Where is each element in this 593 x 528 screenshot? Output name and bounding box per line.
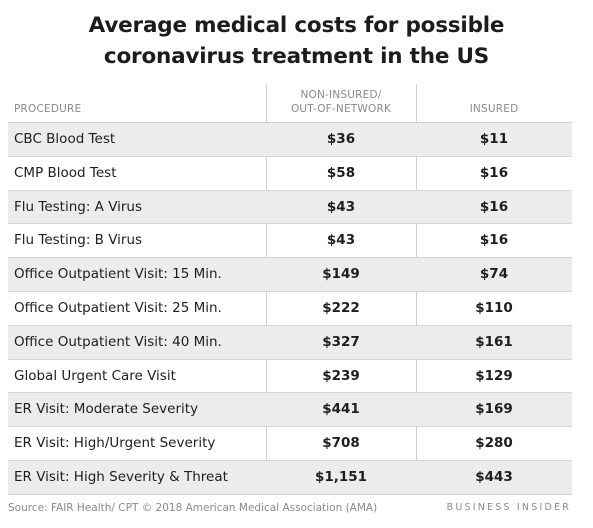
header-insured: INSURED — [469, 103, 519, 115]
table-body: CBC Blood Test $36 $11 CMP Blood Test $58 $16… — [8, 123, 572, 495]
cost-table: PROCEDURE NON-INSURED/ OUT-OF-NETWORK IN… — [8, 84, 572, 495]
non-insured-cost-cell: $239 — [322, 367, 360, 384]
table-header: PROCEDURE NON-INSURED/ OUT-OF-NETWORK IN… — [8, 84, 572, 123]
insured-cost-cell: $129 — [475, 367, 513, 384]
non-insured-cost-cell: $58 — [326, 164, 356, 181]
table-row: Office Outpatient Visit: 25 Min. $222 $110 — [8, 292, 572, 326]
procedure-cell: Office Outpatient Visit: 25 Min. — [14, 299, 222, 316]
insured-cost-cell: $16 — [479, 164, 509, 181]
table-row: Flu Testing: A Virus $43 $16 — [8, 190, 572, 225]
insured-cost-cell: $110 — [475, 299, 513, 316]
insured-cost-cell: $16 — [479, 232, 509, 249]
table-row: Office Outpatient Visit: 15 Min. $149 $74 — [8, 258, 572, 292]
non-insured-cost-cell: $43 — [326, 198, 356, 215]
procedure-cell: Flu Testing: A Virus — [14, 198, 143, 215]
insured-cost-cell: $161 — [475, 333, 513, 350]
source-note: Source: FAIR Health/ CPT © 2018 American… — [8, 502, 378, 514]
non-insured-cost-cell: $149 — [322, 266, 360, 283]
page-title: Average medical costs for possible corona… — [88, 13, 505, 69]
table-row: Global Urgent Care Visit $239 $129 — [8, 360, 572, 394]
procedure-cell: ER Visit: Moderate Severity — [14, 401, 199, 418]
procedure-cell: ER Visit: High/Urgent Severity — [14, 435, 216, 452]
non-insured-cost-cell: $36 — [326, 131, 356, 147]
header-non-insured-line2: OUT-OF-NETWORK — [290, 103, 392, 115]
non-insured-cost-cell: $1,151 — [314, 468, 368, 485]
insured-cost-cell: $443 — [475, 468, 513, 485]
insured-cost-cell: $169 — [475, 401, 513, 418]
header-non-insured: NON-INSURED/ OUT-OF-NETWORK — [266, 88, 416, 116]
insured-cost-cell: $16 — [479, 198, 509, 215]
table-row: ER Visit: High/Urgent Severity $708 $280 — [8, 427, 572, 461]
table-row: CBC Blood Test $36 $11 — [8, 123, 572, 157]
insured-cost-cell: $11 — [479, 131, 509, 147]
procedure-cell: ER Visit: High Severity & Threat — [14, 468, 228, 485]
table-row: Office Outpatient Visit: 40 Min. $327 $161 — [8, 325, 572, 360]
table-row: ER Visit: High Severity & Threat $1,151 $4… — [8, 460, 572, 495]
header-procedure: PROCEDURE — [14, 103, 82, 115]
non-insured-cost-cell: $327 — [322, 333, 360, 350]
non-insured-cost-cell: $708 — [322, 435, 360, 452]
insured-cost-cell: $74 — [479, 266, 509, 283]
table-row: CMP Blood Test $58 $16 — [8, 157, 572, 191]
insured-cost-cell: $280 — [475, 435, 513, 452]
procedure-cell: CBC Blood Test — [14, 131, 116, 147]
procedure-cell: Office Outpatient Visit: 40 Min. — [14, 333, 222, 350]
table-row: Flu Testing: B Virus $43 $16 — [8, 224, 572, 259]
non-insured-cost-cell: $43 — [326, 232, 356, 249]
table-row: ER Visit: Moderate Severity $441 $169 — [8, 393, 572, 428]
non-insured-cost-cell: $222 — [322, 299, 360, 316]
header-non-insured-line1: NON-INSURED/ — [300, 89, 382, 101]
brand-logo: BUSINESS INSIDER — [446, 502, 571, 513]
procedure-cell: CMP Blood Test — [14, 164, 117, 181]
procedure-cell: Global Urgent Care Visit — [14, 367, 176, 384]
non-insured-cost-cell: $441 — [322, 401, 360, 418]
procedure-cell: Office Outpatient Visit: 15 Min. — [14, 266, 222, 283]
procedure-cell: Flu Testing: B Virus — [14, 232, 143, 249]
